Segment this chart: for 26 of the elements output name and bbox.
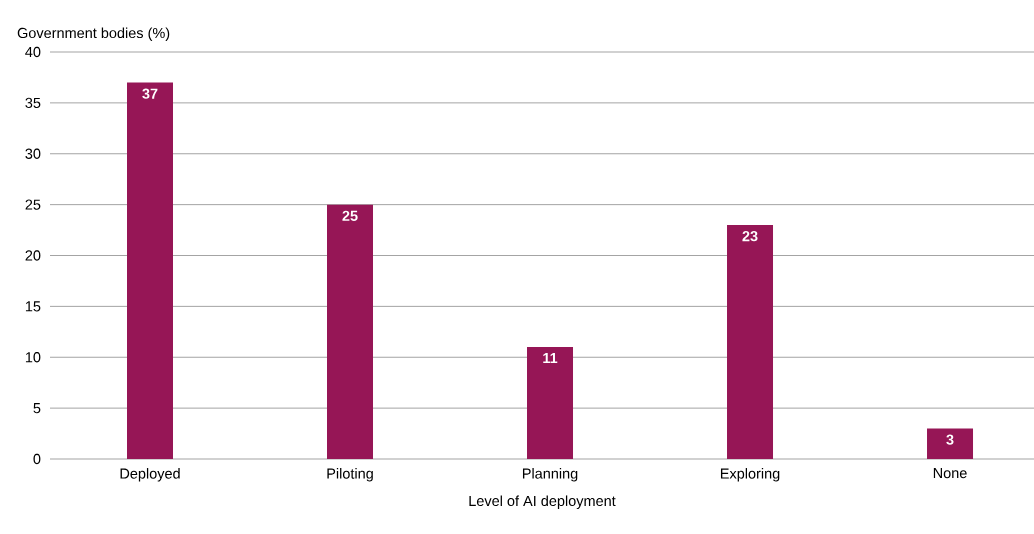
bar [727, 224, 774, 459]
y-tick-label: 5 [33, 403, 41, 414]
x-tick-label: Piloting [327, 468, 373, 482]
bar [327, 204, 373, 459]
y-tick-label: 35 [25, 97, 41, 109]
data-label: 23 [742, 231, 758, 242]
y-tick-label: 10 [25, 352, 41, 363]
data-label: 37 [142, 88, 158, 99]
y-tick-label: 0 [33, 453, 41, 465]
x-tick-label: None [933, 468, 967, 479]
x-tick-label: Planning [522, 468, 578, 482]
x-tick-label: Deployed [120, 468, 180, 482]
data-label: 25 [342, 210, 358, 221]
y-tick-label: 25 [25, 199, 41, 210]
y-tick-label: 20 [25, 250, 41, 261]
y-tick-label: 30 [25, 148, 41, 159]
bar [127, 82, 173, 459]
x-tick-label: Exploring [720, 468, 780, 482]
y-axis-title: Government bodies (%) [17, 27, 170, 41]
x-axis-title: Level of AI deployment [469, 495, 616, 509]
bar [527, 347, 574, 459]
y-tick-label: 40 [25, 46, 41, 58]
bar [927, 428, 974, 459]
data-label: 3 [946, 434, 954, 445]
data-label: 11 [543, 353, 558, 364]
y-tick-label: 15 [25, 301, 41, 312]
